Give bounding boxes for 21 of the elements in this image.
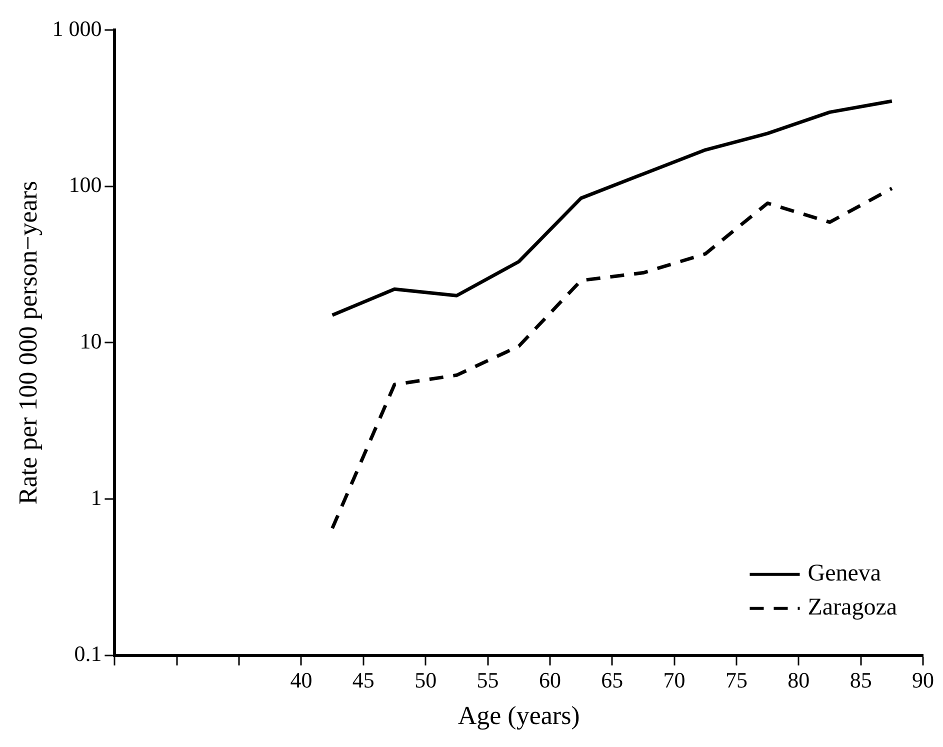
y-tick-label: 10 xyxy=(80,328,102,354)
x-tick-label: 50 xyxy=(414,667,437,692)
x-tick-label: 90 xyxy=(912,667,934,692)
legend-label: Zaragoza xyxy=(808,594,898,621)
x-axis-title: Age (years) xyxy=(458,701,580,730)
x-tick-label: 80 xyxy=(788,667,810,692)
x-tick-label: 85 xyxy=(850,667,872,692)
x-tick-label: 45 xyxy=(352,667,374,692)
y-tick-label: 0.1 xyxy=(74,641,102,666)
x-tick-label: 70 xyxy=(663,667,686,692)
line-series xyxy=(330,186,894,530)
y-tick-label: 1 xyxy=(90,484,102,510)
legend-label: Geneva xyxy=(808,560,882,587)
y-axis-title: Rate per 100 000 person−years xyxy=(13,180,42,505)
x-tick-label: 55 xyxy=(476,667,499,692)
x-tick-label: 60 xyxy=(538,667,561,692)
y-tick-label: 100 xyxy=(68,172,102,198)
x-tick-label: 40 xyxy=(290,667,312,692)
y-tick-label: 1 000 xyxy=(52,16,102,41)
x-tick-label: 65 xyxy=(601,667,624,692)
x-tick-label: 75 xyxy=(725,667,748,692)
